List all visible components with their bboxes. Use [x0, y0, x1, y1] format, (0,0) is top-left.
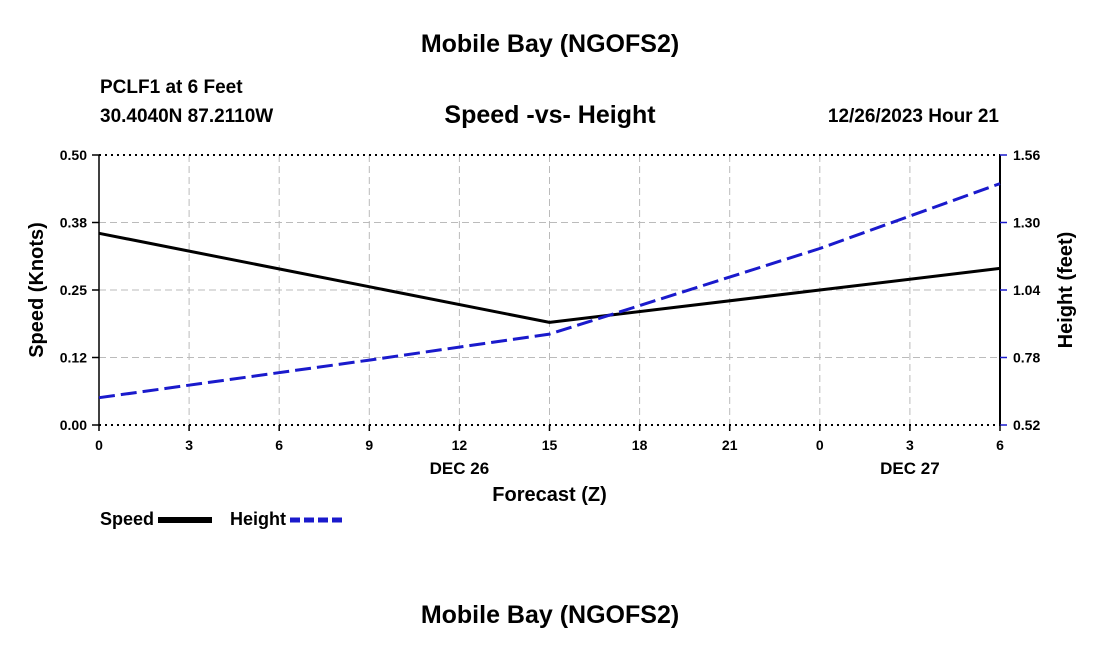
y-right-axis-title: Height (feet)	[1055, 232, 1077, 349]
axes	[92, 154, 1007, 431]
y-right-tick-label: 1.30	[1013, 215, 1040, 231]
x-tick-label: 12	[452, 437, 468, 453]
y-right-tick-label: 1.04	[1013, 282, 1040, 298]
y-left-tick-label: 0.12	[60, 350, 87, 366]
y-left-tick-label: 0.38	[60, 215, 87, 231]
x-tick-label: 21	[722, 437, 738, 453]
y-left-tick-label: 0.00	[60, 417, 87, 433]
x-axis-title: Forecast (Z)	[492, 484, 606, 506]
x-tick-label: 0	[95, 437, 103, 453]
footer-title: Mobile Bay (NGOFS2)	[420, 601, 680, 629]
x-tick-label: 6	[996, 437, 1004, 453]
y-right-tick-label: 1.56	[1013, 147, 1040, 163]
axis-labels: 0.00 0.12 0.25 0.38 0.50 0.52 0.78 1.04 1.30 1.56…	[26, 147, 1077, 506]
series	[98, 182, 1001, 400]
y-right-tick-label: 0.52	[1013, 417, 1040, 433]
grid	[99, 155, 1000, 425]
coordinates-label: 30.4040N 87.2110W	[100, 106, 274, 127]
legend-height-label: Height	[230, 509, 286, 529]
page-title: Mobile Bay (NGOFS2)	[420, 30, 680, 58]
y-left-tick-label: 0.50	[60, 147, 87, 163]
series-line-speed	[98, 231, 1001, 324]
series-line-height	[98, 182, 1001, 400]
chart-title: Speed -vs- Height	[444, 101, 656, 129]
date-label: DEC 26	[430, 459, 490, 478]
x-tick-label: 6	[275, 437, 283, 453]
x-tick-label: 9	[365, 437, 373, 453]
x-tick-label: 15	[542, 437, 558, 453]
legend-speed-label: Speed	[100, 509, 155, 529]
x-tick-label: 3	[185, 437, 193, 453]
legend-speed-swatch	[158, 517, 212, 523]
station-label: PCLF1 at 6 Feet	[100, 77, 243, 98]
legend-height-swatch	[290, 517, 344, 523]
y-right-tick-label: 0.78	[1013, 350, 1040, 366]
x-tick-label: 3	[906, 437, 914, 453]
date-label: DEC 27	[880, 459, 940, 478]
x-tick-label: 18	[632, 437, 648, 453]
y-left-axis-title: Speed (Knots)	[26, 222, 48, 358]
datetime-label: 12/26/2023 Hour 21	[827, 106, 999, 127]
y-left-tick-label: 0.25	[60, 282, 87, 298]
x-tick-label: 0	[816, 437, 824, 453]
